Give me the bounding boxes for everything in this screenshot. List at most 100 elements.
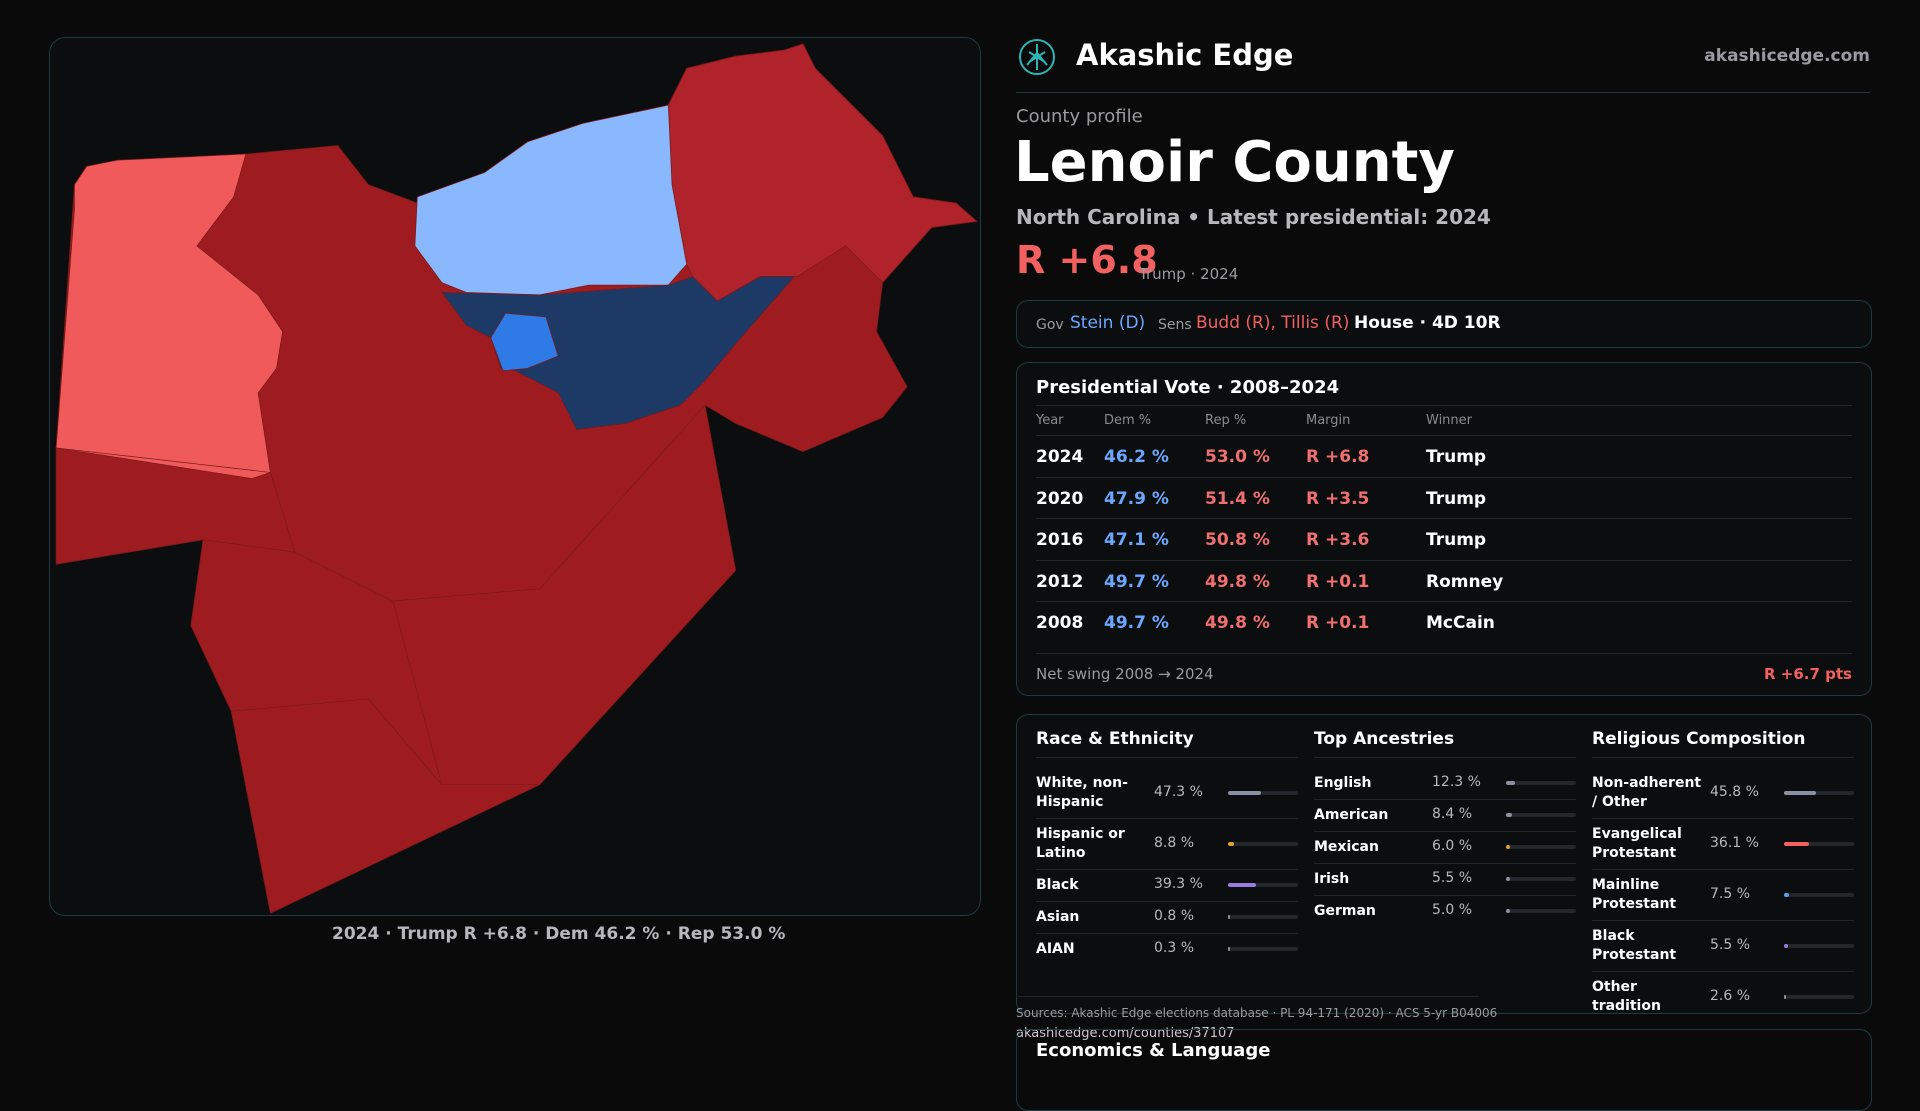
section-title: Religious Composition bbox=[1592, 729, 1806, 749]
row-label: Irish bbox=[1314, 871, 1350, 887]
divider bbox=[1036, 933, 1298, 934]
bar-track bbox=[1228, 947, 1298, 951]
site-link[interactable]: akashicedge.com bbox=[1704, 46, 1870, 66]
row-value: 2.6 % bbox=[1710, 987, 1751, 1004]
row-label: Mexican bbox=[1314, 839, 1379, 855]
swing: R +6.7 pts bbox=[1764, 665, 1852, 683]
label: Gov bbox=[1036, 317, 1064, 333]
row-label: Evangelical Protestant bbox=[1592, 825, 1682, 861]
bar-track bbox=[1228, 883, 1298, 887]
bar-track bbox=[1506, 909, 1576, 913]
bar bbox=[1228, 841, 1235, 846]
divider bbox=[1314, 895, 1576, 896]
column-header: Rep % bbox=[1205, 413, 1247, 428]
margin-note: Trump · 2024 bbox=[1139, 265, 1239, 283]
divider bbox=[1036, 818, 1298, 819]
row-label: German bbox=[1314, 903, 1376, 919]
cell: 2016 bbox=[1036, 530, 1084, 550]
column-header: Dem % bbox=[1104, 413, 1152, 428]
row-value: 36.1 % bbox=[1710, 834, 1759, 851]
house: House · 4D 10R bbox=[1354, 313, 1501, 333]
bar-track bbox=[1506, 877, 1576, 881]
divider bbox=[1036, 518, 1852, 519]
row-value: 0.8 % bbox=[1154, 908, 1195, 924]
bar bbox=[1228, 883, 1256, 887]
row-value: 8.8 % bbox=[1154, 834, 1195, 851]
divider bbox=[1592, 971, 1854, 972]
bar bbox=[1506, 813, 1512, 817]
cell: R +3.5 bbox=[1306, 488, 1370, 509]
brand: Akashic Edge bbox=[1076, 38, 1294, 72]
cell: Trump bbox=[1426, 530, 1487, 550]
cell: 2012 bbox=[1036, 571, 1084, 592]
bar-track bbox=[1784, 943, 1854, 948]
divider bbox=[1036, 901, 1298, 902]
row-value: 6.0 % bbox=[1432, 838, 1473, 854]
row-label: Non-adherent / Other bbox=[1592, 774, 1702, 810]
cell: Romney bbox=[1426, 571, 1504, 592]
row-label: Other tradition bbox=[1592, 978, 1661, 1014]
map-panel bbox=[49, 37, 981, 916]
divider bbox=[1036, 757, 1298, 758]
region bbox=[414, 104, 688, 296]
row-label: English bbox=[1314, 775, 1372, 791]
divider bbox=[1036, 869, 1298, 870]
cell: 47.1 % bbox=[1104, 530, 1169, 550]
row-value: 8.4 % bbox=[1432, 806, 1473, 822]
bar bbox=[1506, 877, 1510, 881]
bar-track bbox=[1506, 781, 1576, 785]
divider bbox=[1314, 863, 1576, 864]
bar bbox=[1506, 781, 1515, 785]
cell: 2024 bbox=[1036, 447, 1084, 467]
cell: 46.2 % bbox=[1104, 447, 1169, 467]
region bbox=[490, 312, 559, 372]
row-value: 12.3 % bbox=[1432, 774, 1481, 790]
page: 2024 · Trump R +6.8 · Dem 46.2 % · Rep 5… bbox=[49, 37, 1872, 1111]
cell: McCain bbox=[1426, 613, 1495, 633]
row-value: 5.0 % bbox=[1432, 902, 1473, 918]
bar bbox=[1228, 790, 1262, 795]
cell: 49.8 % bbox=[1205, 613, 1270, 633]
cell: R +0.1 bbox=[1306, 571, 1370, 592]
divider bbox=[1036, 601, 1852, 602]
divider bbox=[1314, 757, 1576, 758]
divider bbox=[1314, 831, 1576, 832]
column-header: Winner bbox=[1426, 413, 1473, 428]
divider bbox=[1036, 476, 1852, 478]
subtitle: North Carolina • Latest presidential: 20… bbox=[1016, 205, 1491, 229]
row-label: White, non-Hispanic bbox=[1036, 774, 1128, 810]
cell: 49.7 % bbox=[1104, 571, 1169, 592]
bar-track bbox=[1506, 845, 1576, 849]
row-label: American bbox=[1314, 807, 1389, 823]
governor: Stein (D) bbox=[1070, 313, 1146, 333]
divider bbox=[1592, 869, 1854, 870]
bar bbox=[1506, 845, 1511, 849]
bar bbox=[1784, 790, 1817, 795]
cell: R +0.1 bbox=[1306, 613, 1370, 633]
divider bbox=[1036, 405, 1852, 406]
bar bbox=[1784, 841, 1810, 846]
row-value: 7.5 % bbox=[1710, 885, 1751, 902]
cell: 50.8 % bbox=[1205, 530, 1270, 550]
cell: 49.7 % bbox=[1104, 613, 1169, 633]
cell: 49.8 % bbox=[1205, 571, 1270, 592]
table-title: Presidential Vote · 2008–2024 bbox=[1036, 377, 1340, 398]
column-header: Year bbox=[1036, 413, 1064, 428]
bar-track bbox=[1228, 790, 1298, 795]
cell: 51.4 % bbox=[1205, 488, 1270, 509]
column-header: Margin bbox=[1306, 413, 1351, 428]
row-label: Asian bbox=[1036, 909, 1080, 925]
row-value: 5.5 % bbox=[1710, 936, 1751, 953]
bar-track bbox=[1506, 813, 1576, 817]
cell: 2020 bbox=[1036, 488, 1084, 509]
logo bbox=[1019, 39, 1055, 75]
divider bbox=[1036, 435, 1852, 436]
next-section: Economics & Language bbox=[1016, 1029, 1872, 1111]
row-value: 39.3 % bbox=[1154, 876, 1203, 892]
sources: Sources: Akashic Edge elections database… bbox=[1016, 1006, 1498, 1020]
map-caption: 2024 · Trump R +6.8 · Dem 46.2 % · Rep 5… bbox=[332, 924, 786, 944]
bar bbox=[1228, 947, 1230, 951]
section-title: Race & Ethnicity bbox=[1036, 729, 1194, 749]
cell: Trump bbox=[1426, 447, 1487, 467]
officials: Gov Stein (D) Sens Budd (R), Tillis (R) … bbox=[1016, 300, 1872, 348]
